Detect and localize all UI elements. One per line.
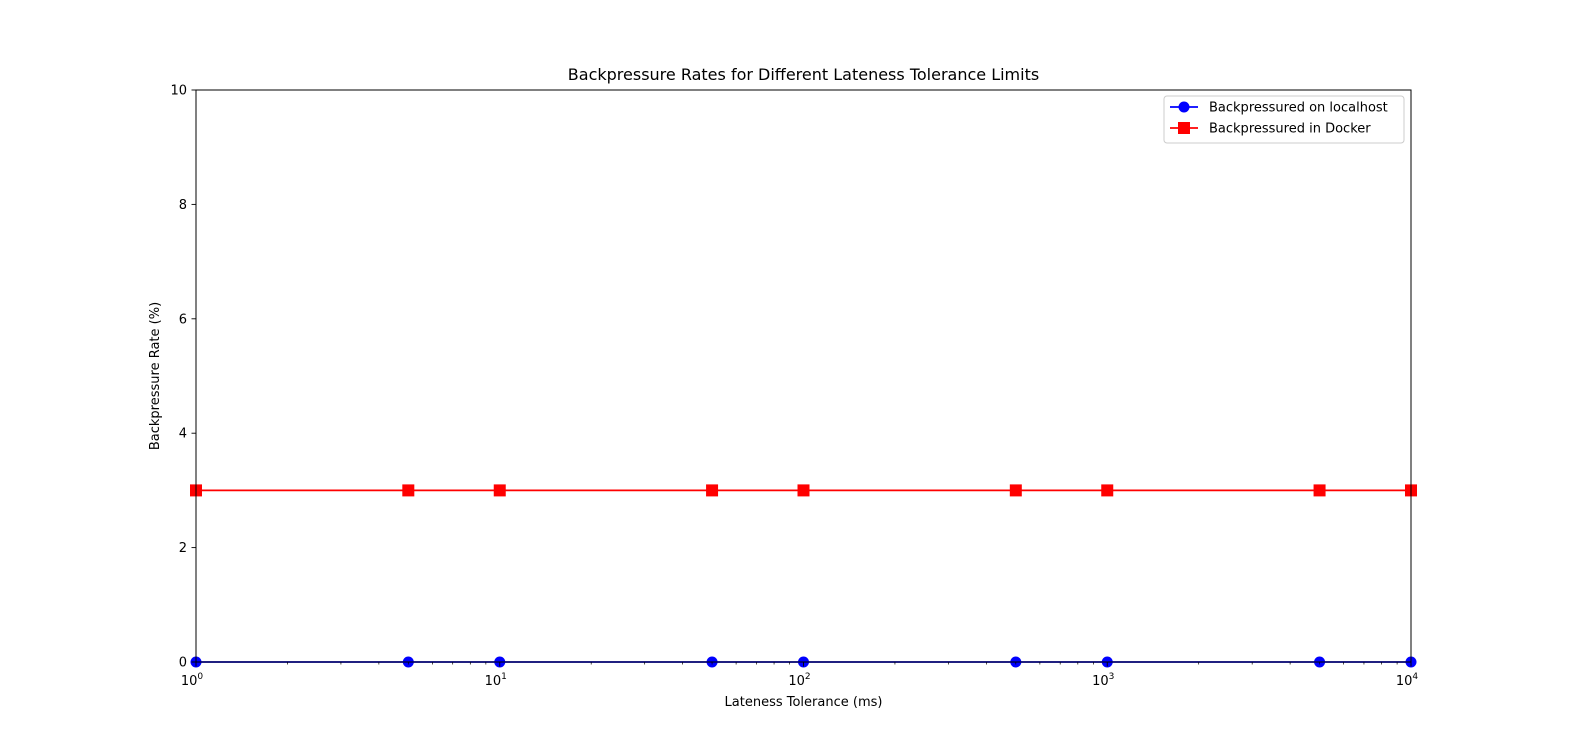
data-point-square xyxy=(402,484,415,497)
x-tick-exponent: 2 xyxy=(805,672,811,682)
x-axis-ticks: 100 101 102 103 104 xyxy=(181,662,1419,689)
data-point-square xyxy=(797,484,810,497)
x-tick-base: 10 xyxy=(788,674,805,689)
legend-marker-square xyxy=(1178,122,1190,134)
x-tick-exponent: 0 xyxy=(197,672,203,682)
chart-title: Backpressure Rates for Different Latenes… xyxy=(568,65,1039,84)
x-tick-label: 100 xyxy=(181,672,204,689)
legend: Backpressured on localhost Backpressured … xyxy=(1163,95,1405,144)
data-point-square xyxy=(706,484,719,497)
data-point-square xyxy=(1101,484,1114,497)
x-tick-label: 101 xyxy=(485,672,507,689)
x-tick-label: 104 xyxy=(1396,672,1419,689)
y-tick-label: 2 xyxy=(179,541,187,556)
legend-label: Backpressured in Docker xyxy=(1209,122,1371,137)
y-tick-label: 6 xyxy=(179,312,187,327)
x-tick-label: 103 xyxy=(1092,672,1114,689)
x-tick-base: 10 xyxy=(1396,674,1413,689)
x-axis-label: Lateness Tolerance (ms) xyxy=(725,695,883,710)
x-tick-exponent: 4 xyxy=(1412,672,1418,682)
legend-label: Backpressured on localhost xyxy=(1209,101,1388,116)
y-tick-label: 10 xyxy=(170,84,187,99)
y-axis-ticks: 0 2 4 6 8 10 xyxy=(170,84,196,671)
data-point-square xyxy=(1009,484,1022,497)
x-tick-label: 102 xyxy=(788,672,810,689)
x-tick-base: 10 xyxy=(181,674,198,689)
y-tick-label: 4 xyxy=(179,427,187,442)
y-tick-label: 0 xyxy=(179,656,187,671)
legend-box xyxy=(1163,95,1405,144)
data-point-square xyxy=(493,484,506,497)
data-point-square xyxy=(1313,484,1326,497)
y-axis-label: Backpressure Rate (%) xyxy=(148,302,163,450)
x-tick-exponent: 1 xyxy=(501,672,507,682)
x-tick-base: 10 xyxy=(1092,674,1109,689)
y-tick-label: 8 xyxy=(179,198,187,213)
x-tick-base: 10 xyxy=(485,674,502,689)
x-tick-exponent: 3 xyxy=(1109,672,1115,682)
legend-marker-circle xyxy=(1178,101,1190,113)
